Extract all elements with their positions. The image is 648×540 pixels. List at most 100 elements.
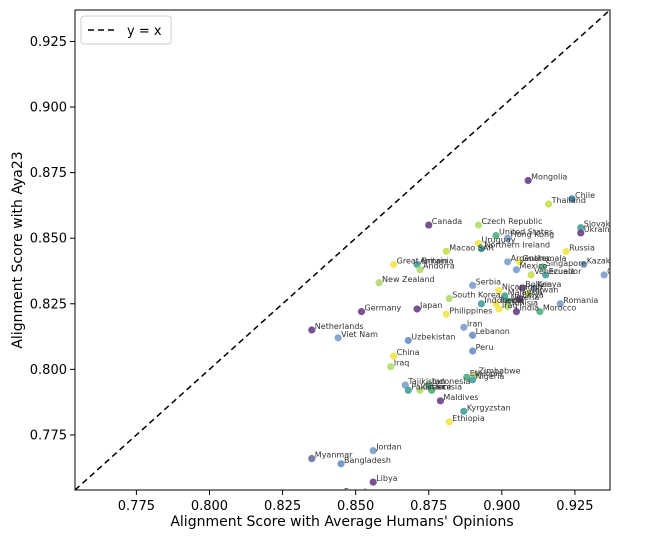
point-label: Indonesia: [432, 377, 471, 386]
data-point: [504, 297, 512, 305]
point-label: Ethiopia: [470, 369, 503, 378]
data-point: [468, 331, 477, 339]
point-label: Jordan: [375, 443, 401, 452]
data-point: [512, 266, 521, 274]
data-point: [387, 363, 395, 371]
data-point: [468, 347, 477, 355]
y-axis-ticks: 0.775 0.800 0.825 0.850 0.875 0.900 0.925: [30, 35, 75, 443]
point-label: Zimbabwe: [479, 367, 521, 376]
data-point: [445, 418, 453, 426]
point-label: Philippines: [449, 306, 492, 315]
data-point: [562, 247, 570, 255]
data-point: [404, 336, 412, 345]
point-label: Hong Kong: [511, 230, 555, 239]
data-point: [556, 300, 564, 308]
point-label: Ethiopia: [452, 414, 485, 423]
point-label: Uzbekistan: [411, 332, 455, 341]
y-tick-label: 0.775: [30, 428, 67, 443]
point-label: New Zealand: [382, 275, 435, 284]
data-point: [568, 195, 576, 203]
point-label: China: [397, 348, 420, 357]
data-point: [445, 294, 453, 303]
data-point: [580, 260, 588, 269]
data-point: [495, 305, 503, 313]
point-label: Egypt: [344, 487, 367, 496]
point-label: Nigeria: [511, 293, 540, 302]
point-label: Andorra: [423, 262, 455, 271]
data-point: [463, 373, 471, 381]
data-point: [442, 247, 450, 255]
data-point: [492, 231, 500, 240]
point-label: Chile: [575, 191, 595, 200]
point-label: Thailand: [551, 196, 586, 205]
point-label: Libya: [376, 474, 397, 483]
point-label: Pakistan: [411, 382, 445, 391]
data-point: [504, 258, 512, 266]
point-label: Kenya: [537, 280, 562, 289]
point-label: Venezuela: [534, 267, 575, 276]
data-point: [474, 221, 483, 229]
data-point: [369, 478, 377, 486]
data-point: [524, 176, 532, 185]
data-point: [357, 308, 366, 316]
point-label: Turkey: [498, 296, 525, 305]
point-label: Peru: [476, 343, 494, 352]
point-label: Slovakia: [584, 220, 618, 229]
point-label: Iraq: [394, 359, 410, 368]
data-point: [468, 281, 477, 290]
data-point: [390, 260, 398, 269]
point-label: Lebanon: [476, 327, 510, 336]
data-point: [504, 234, 512, 242]
point-label: Bangladesh: [344, 456, 391, 465]
point-label: Cyprus: [607, 267, 635, 276]
point-label: Mongolia: [531, 172, 567, 181]
point-label: Nicaragua: [502, 283, 543, 292]
data-point: [460, 407, 468, 415]
data-point: [518, 284, 526, 292]
data-point: [416, 386, 424, 394]
data-point: [413, 260, 421, 269]
point-label: Germany: [365, 304, 402, 313]
data-point: [524, 289, 532, 297]
point-label: Taiwan: [530, 285, 558, 294]
data-point: [308, 454, 316, 463]
data-point: [401, 381, 409, 389]
point-label: Romania: [563, 296, 598, 305]
data-point: [474, 239, 483, 248]
data-point: [308, 326, 316, 334]
data-point: [369, 447, 377, 455]
x-tick-label: 0.925: [556, 499, 593, 514]
point-label: Argentina: [511, 254, 550, 263]
data-point: [460, 323, 468, 331]
y-tick-label: 0.875: [30, 166, 67, 181]
point-label: Indonesia: [484, 296, 523, 305]
y-tick-label: 0.850: [30, 232, 67, 247]
point-label: Great Britain: [397, 256, 448, 265]
point-label: Ukraine: [584, 225, 615, 234]
data-point: [416, 266, 424, 274]
point-label: Netherlands: [315, 322, 364, 331]
data-point: [337, 460, 345, 468]
data-point: [530, 284, 538, 292]
point-label: Tunisia: [510, 298, 538, 307]
data-point: [468, 376, 477, 384]
point-label: India: [519, 304, 539, 313]
data-point: [425, 381, 433, 389]
point-label: Macao SAR: [449, 243, 494, 252]
data-point: [504, 302, 512, 310]
point-label: Czech Republic: [481, 217, 542, 226]
legend: y = x: [80, 15, 172, 45]
data-point: [600, 271, 608, 279]
data-point: [512, 308, 521, 316]
data-point: [577, 224, 585, 232]
x-tick-label: 0.800: [191, 499, 228, 514]
legend-box: [80, 15, 172, 45]
y-axis-label: Alignment Score with Aya23: [10, 151, 26, 348]
data-point: [436, 397, 445, 405]
data-point: [492, 300, 500, 308]
point-label: Singapore: [546, 259, 586, 268]
data-point: [334, 334, 342, 342]
point-label: Kyrgyzstan: [467, 403, 511, 412]
y-tick-label: 0.800: [30, 363, 67, 378]
